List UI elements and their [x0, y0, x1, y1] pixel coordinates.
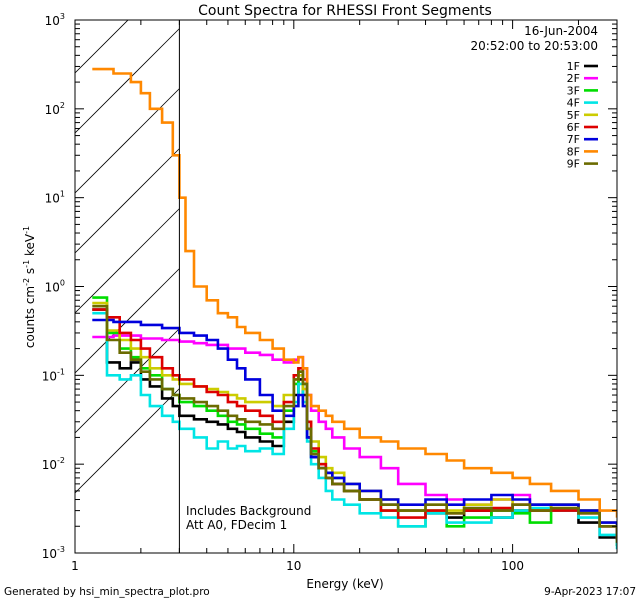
legend-label-8F: 8F	[567, 145, 580, 158]
legend-label-2F: 2F	[567, 72, 580, 85]
legend-label-7F: 7F	[567, 133, 580, 146]
series-line-9F	[92, 304, 617, 543]
hatch-line	[75, 148, 180, 254]
hatch-line	[75, 28, 180, 134]
hatch-line	[75, 20, 129, 74]
series-line-5F	[92, 301, 617, 538]
annotation-attenuator: Att A0, FDecim 1	[186, 518, 287, 532]
y-tick-label: 101	[45, 190, 65, 206]
x-tick-label: 10	[286, 559, 301, 573]
plot-frame	[74, 19, 618, 554]
chart-title: Count Spectra for RHESSI Front Segments	[198, 3, 492, 19]
hatch-line	[75, 328, 180, 434]
series-line-7F	[92, 318, 617, 540]
x-axis-label: Energy (keV)	[306, 577, 383, 591]
y-tick-label: 10-1	[42, 367, 65, 383]
legend-label-4F: 4F	[567, 97, 580, 110]
y-tick-label: 103	[45, 12, 65, 28]
hatch-line	[75, 388, 180, 494]
date-label: 16-Jun-2004	[524, 24, 598, 38]
series-line-8F	[92, 67, 617, 518]
generated-by-note: Generated by hsi_min_spectra_plot.pro	[4, 586, 210, 598]
hatch-line	[75, 208, 180, 314]
y-tick-label: 10-2	[42, 456, 65, 472]
y-axis-label: counts cm-2 s-1 keV-1	[22, 226, 37, 348]
y-tick-label: 102	[45, 101, 65, 117]
x-tick-label: 1	[71, 559, 79, 573]
annotation-background: Includes Background	[186, 504, 311, 518]
series-line-6F	[92, 308, 617, 540]
hatch-line	[75, 0, 179, 13]
y-tick-label: 10-3	[42, 545, 65, 561]
legend-label-9F: 9F	[567, 158, 580, 171]
x-tick-label: 100	[501, 559, 524, 573]
timestamp-label: 9-Apr-2023 17:07	[544, 586, 636, 598]
legend-label-5F: 5F	[567, 109, 580, 122]
time-range-label: 20:52:00 to 20:53:00	[471, 39, 598, 53]
hatch-region	[75, 0, 180, 494]
legend-label-1F: 1F	[567, 60, 580, 73]
y-tick-label: 100	[45, 279, 65, 295]
hatch-line	[75, 88, 180, 194]
legend-label-6F: 6F	[567, 121, 580, 134]
series-line-4F	[92, 311, 617, 550]
legend-label-3F: 3F	[567, 84, 580, 97]
